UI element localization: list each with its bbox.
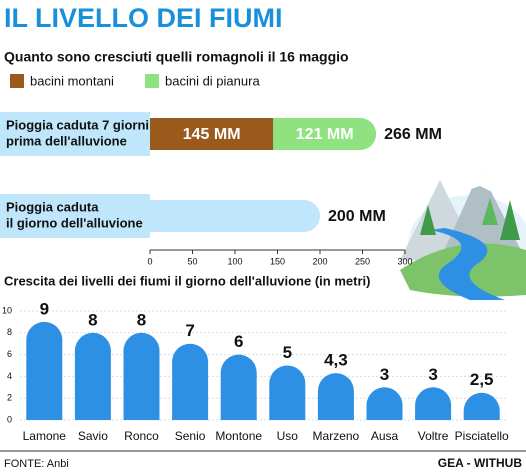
bar (317, 373, 354, 420)
y-tick-label: 4 (7, 371, 12, 381)
bar-segment (273, 118, 377, 150)
bar (366, 387, 403, 420)
bar (463, 392, 500, 420)
category-label: il giorno dell'alluvione (6, 215, 143, 230)
bar (26, 321, 63, 420)
bar (74, 332, 111, 420)
x-tick-label: 150 (270, 256, 285, 266)
x-tick-label: Ausa (371, 429, 399, 443)
y-tick-label: 0 (7, 414, 12, 424)
x-tick-label: Voltre (418, 429, 449, 443)
value-label: 8 (88, 310, 97, 329)
legend-swatch (10, 74, 24, 88)
x-tick-label: Montone (215, 429, 262, 443)
y-tick-label: 8 (7, 327, 12, 337)
bar (269, 365, 306, 420)
bar (415, 387, 452, 420)
x-tick-label: 200 (312, 256, 327, 266)
category-label: Pioggia caduta 7 giorni (6, 117, 149, 132)
value-label: 3 (428, 365, 437, 384)
category-label: Pioggia caduta (6, 199, 99, 214)
x-tick-label: Pisciatello (455, 429, 509, 443)
credit: GEA - WITHUB (438, 456, 523, 470)
value-label: 8 (137, 310, 146, 329)
value-label: 3 (380, 365, 389, 384)
y-tick-label: 2 (7, 393, 12, 403)
value-label: 6 (234, 332, 243, 351)
bar (220, 354, 257, 420)
x-tick-label: Marzeno (313, 429, 360, 443)
x-tick-label: 100 (227, 256, 242, 266)
x-tick-label: 0 (147, 256, 152, 266)
main-title: IL LIVELLO DEI FIUMI (4, 3, 283, 33)
legend-label: bacini di pianura (165, 73, 260, 88)
legend-swatch (145, 74, 159, 88)
x-tick-label: 250 (355, 256, 370, 266)
value-label: 5 (283, 343, 292, 362)
category-label: prima dell'alluvione (6, 133, 127, 148)
segment-label: 145 MM (183, 126, 241, 143)
category-band (0, 194, 150, 238)
bar (123, 332, 160, 420)
x-tick-label: Savio (78, 429, 108, 443)
total-label: 200 MM (328, 208, 386, 225)
y-tick-label: 10 (2, 305, 12, 315)
category-band (0, 112, 150, 156)
value-label: 2,5 (470, 370, 494, 389)
x-tick-label: Ronco (124, 429, 159, 443)
y-tick-label: 6 (7, 349, 12, 359)
x-tick-label: Uso (277, 429, 299, 443)
x-tick-label: Lamone (23, 429, 67, 443)
x-tick-label: 300 (397, 256, 412, 266)
value-label: 7 (185, 321, 194, 340)
value-label: 4,3 (324, 351, 348, 370)
bar-segment (150, 118, 274, 150)
x-tick-label: 50 (187, 256, 197, 266)
total-label: 266 MM (384, 126, 442, 143)
segment-label: 121 MM (296, 126, 354, 143)
legend-label: bacini montani (30, 73, 114, 88)
bar (172, 343, 209, 420)
x-tick-label: Senio (175, 429, 206, 443)
chart-title: Crescita dei livelli dei fiumi il giorno… (4, 273, 370, 288)
landscape-illustration (400, 170, 526, 300)
value-label: 9 (40, 299, 49, 318)
total-bar (150, 200, 320, 232)
source: FONTE: Anbi (4, 458, 69, 470)
subtitle: Quanto sono cresciuti quelli romagnoli i… (4, 49, 349, 65)
